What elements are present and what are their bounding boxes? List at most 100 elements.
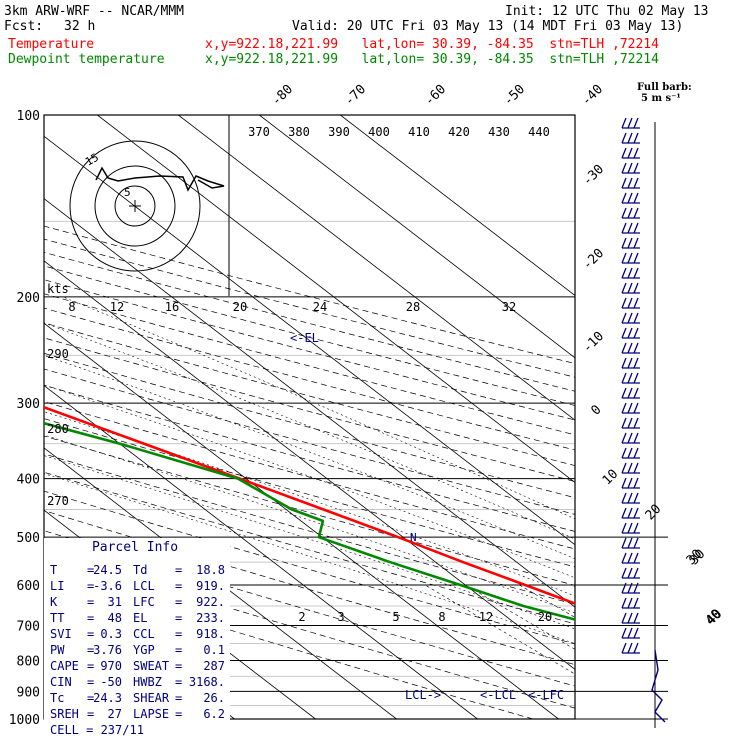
wind-barb (621, 192, 640, 204)
parcel-key: T (50, 563, 57, 577)
wind-barb-feather (627, 492, 633, 504)
temperature-trace (44, 405, 575, 605)
wind-barb-feather (633, 177, 639, 189)
wind-barb-feather (621, 132, 627, 144)
mixing-ratio-line (680, 585, 740, 719)
parcel-eq: = (87, 595, 94, 609)
moist-adiabat (44, 322, 575, 540)
wind-barb-feather (621, 402, 627, 414)
moist-adiabat (62, 296, 575, 520)
parcel-eq: = (87, 659, 94, 673)
wind-barb (621, 507, 640, 519)
hodograph-ring (94, 165, 176, 247)
wind-barb-feather (627, 177, 633, 189)
dry-adiabat (44, 490, 575, 645)
right-axis-label: 40 (704, 607, 726, 629)
isotherm-line (44, 260, 575, 670)
wind-barb (621, 522, 640, 534)
wind-barb-feather (621, 327, 627, 339)
wind-barb (621, 642, 640, 654)
wind-barb-feather (621, 372, 627, 384)
isotherm-line (44, 198, 575, 608)
near-surface-barbs (651, 649, 666, 723)
wind-barb (621, 117, 640, 129)
pressure-tick-label: 400 (17, 473, 40, 488)
parcel-eq: = (175, 563, 182, 577)
wind-barb-feather (621, 207, 627, 219)
wind-barb-feather (621, 162, 627, 174)
wind-barb (621, 222, 640, 234)
wind-barb-feather (627, 462, 633, 474)
isotherm-line (44, 447, 397, 719)
parcel-eq: = (87, 627, 94, 641)
parcel-key: K (50, 595, 58, 609)
wind-barb-feather (627, 237, 633, 249)
wind-barb-feather (633, 237, 639, 249)
hodograph-scale-label: 12 (110, 300, 124, 314)
wind-barb-feather (633, 447, 639, 459)
wind-barb-feather (627, 117, 633, 129)
isotherm-line (259, 115, 575, 359)
parcel-value: 3.76 (93, 643, 122, 657)
wind-barb-feather (621, 537, 627, 549)
dry-adiabat (44, 265, 575, 406)
dry-adiabat (44, 322, 575, 466)
wind-barb (621, 132, 640, 144)
parcel-eq: = (87, 707, 94, 721)
wind-barb-feather (633, 642, 639, 654)
wind-barb-feather (627, 282, 633, 294)
wind-barb-feather (627, 252, 633, 264)
hodograph-scale-label: 16 (165, 300, 179, 314)
wind-barb-feather (627, 537, 633, 549)
parcel-value: 27 (108, 707, 122, 721)
wind-barb-feather (627, 372, 633, 384)
wind-barb-feather (621, 312, 627, 324)
wind-barb-feather (627, 597, 633, 609)
parcel-info-box (44, 538, 230, 727)
wind-barb (621, 582, 640, 594)
parcel-value: 922. (196, 595, 225, 609)
wind-barb-feather (627, 312, 633, 324)
wind-barb-feather (627, 432, 633, 444)
isotherm-line (44, 385, 478, 719)
wind-barb-feather (621, 252, 627, 264)
wind-barb (621, 537, 640, 549)
mixing-ratio-label: 20 (538, 610, 552, 624)
parcel-value: 24.3 (93, 691, 122, 705)
wind-barb-feather (621, 237, 627, 249)
wind-barb-feather (633, 297, 639, 309)
parcel-key: SWEAT (133, 659, 169, 673)
el-annotation: <-EL (290, 331, 319, 345)
legend-dewpoint-name: Dewpoint temperature (8, 52, 165, 67)
wind-barb (621, 492, 640, 504)
parcel-key: Td (133, 563, 147, 577)
wind-barb (621, 387, 640, 399)
wind-barb (621, 627, 640, 639)
wind-barb-feather (633, 597, 639, 609)
parcel-key: CCL (133, 627, 155, 641)
wind-barb-feather (633, 432, 639, 444)
wind-barb-feather (627, 132, 633, 144)
pressure-tick-label: 600 (17, 579, 40, 594)
wind-barb-feather (633, 522, 639, 534)
moist-adiabat (44, 355, 575, 560)
barb-legend-value: 5 m s⁻¹ (641, 93, 681, 104)
wind-barb-feather (627, 162, 633, 174)
lfc-annotation: <-LFC (528, 688, 564, 702)
parcel-value: 233. (196, 611, 225, 625)
wind-barb-feather (621, 117, 627, 129)
hodograph-ring-label: 5 (124, 186, 131, 199)
wind-barb-feather (633, 537, 639, 549)
isotherm-line (44, 135, 575, 546)
parcel-value: 48 (108, 611, 122, 625)
parcel-value: 6.2 (203, 707, 225, 721)
parcel-eq: = (87, 675, 94, 689)
pressure-tick-label: 800 (17, 654, 40, 669)
wind-barb-feather (621, 507, 627, 519)
wind-barb (621, 597, 640, 609)
wind-barb (621, 462, 640, 474)
wind-barb (621, 342, 640, 354)
hodograph-scale-label: 28 (406, 300, 420, 314)
wind-barb-feather (621, 522, 627, 534)
